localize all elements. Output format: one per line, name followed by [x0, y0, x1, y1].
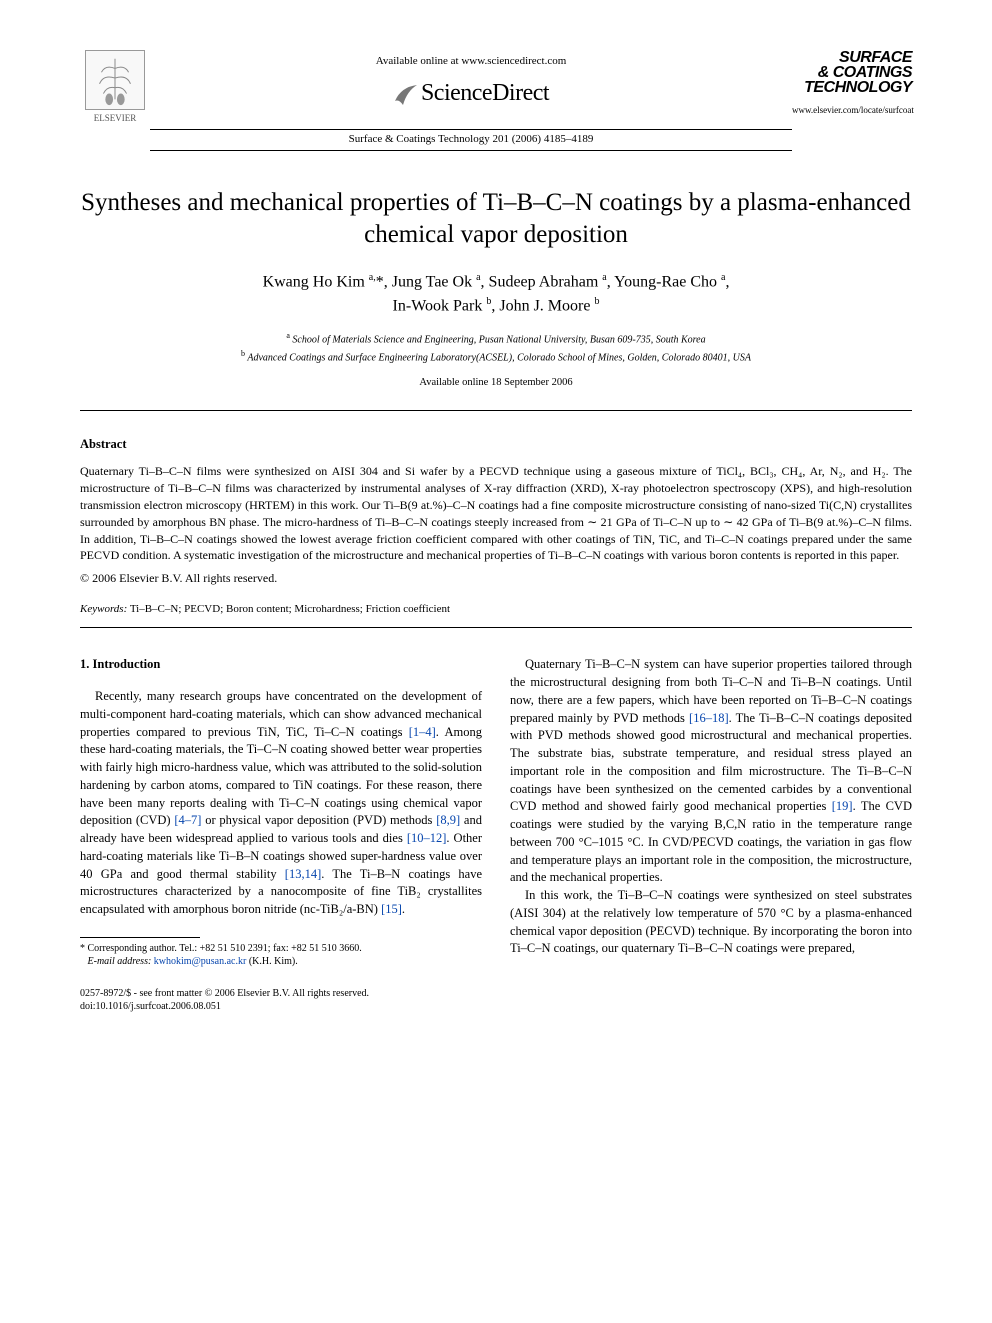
footnote-email-line: E-mail address: kwhokim@pusan.ac.kr (K.H… [80, 955, 482, 969]
keywords: Keywords: Ti–B–C–N; PECVD; Boron content… [80, 602, 912, 618]
footer-info: 0257-8972/$ - see front matter © 2006 El… [80, 987, 912, 1013]
keywords-text: Ti–B–C–N; PECVD; Boron content; Microhar… [127, 603, 450, 615]
journal-logo: SURFACE & COATINGS TECHNOLOGY www.elsevi… [792, 50, 912, 114]
journal-logo-line3: TECHNOLOGY [792, 80, 912, 95]
reference-link[interactable]: [4–7] [174, 813, 201, 827]
header-rule-2 [150, 150, 792, 151]
header: ELSEVIER Available online at www.science… [80, 50, 912, 153]
publisher-name: ELSEVIER [80, 112, 150, 125]
reference-link[interactable]: [15] [381, 902, 402, 916]
header-rule [150, 129, 792, 130]
abstract-top-rule [80, 410, 912, 411]
right-column: Quaternary Ti–B–C–N system can have supe… [510, 656, 912, 969]
reference-link[interactable]: [1–4] [409, 725, 436, 739]
section-heading-intro: 1. Introduction [80, 656, 482, 674]
publisher-logo: ELSEVIER [80, 50, 150, 125]
intro-paragraph-3: In this work, the Ti–B–C–N coatings were… [510, 887, 912, 958]
journal-citation: Surface & Coatings Technology 201 (2006)… [150, 132, 792, 148]
footnote-email-tail: (K.H. Kim). [246, 956, 297, 967]
left-column: 1. Introduction Recently, many research … [80, 656, 482, 969]
article-title: Syntheses and mechanical properties of T… [80, 187, 912, 252]
intro-paragraph-1: Recently, many research groups have conc… [80, 688, 482, 919]
keywords-bottom-rule [80, 627, 912, 628]
affiliations: a School of Materials Science and Engine… [80, 330, 912, 365]
abstract-heading: Abstract [80, 435, 912, 453]
journal-logo-line2: & COATINGS [792, 65, 912, 80]
available-date: Available online 18 September 2006 [80, 375, 912, 390]
affiliation-a: a School of Materials Science and Engine… [80, 330, 912, 347]
sciencedirect-logo: ScienceDirect [150, 76, 792, 111]
footer-line2: doi:10.1016/j.surfcoat.2006.08.051 [80, 1000, 912, 1013]
page: ELSEVIER Available online at www.science… [0, 0, 992, 1053]
reference-link[interactable]: [19] [832, 799, 853, 813]
available-online-text: Available online at www.sciencedirect.co… [150, 54, 792, 70]
body-columns: 1. Introduction Recently, many research … [80, 656, 912, 969]
reference-link[interactable]: [16–18] [689, 711, 729, 725]
authors: Kwang Ho Kim a,*, Jung Tae Ok a, Sudeep … [80, 270, 912, 319]
text-frag: or physical vapor deposition (PVD) metho… [201, 813, 436, 827]
intro-paragraph-2: Quaternary Ti–B–C–N system can have supe… [510, 656, 912, 887]
footnote-email-label: E-mail address: [88, 956, 152, 967]
footnote-corr: * Corresponding author. Tel.: +82 51 510… [80, 942, 482, 956]
footnote-email-link[interactable]: kwhokim@pusan.ac.kr [154, 956, 247, 967]
reference-link[interactable]: [10–12] [407, 831, 447, 845]
sciencedirect-swoosh-icon [393, 81, 419, 107]
affiliation-b-text: Advanced Coatings and Surface Engineerin… [247, 352, 751, 363]
corresponding-footnote: * Corresponding author. Tel.: +82 51 510… [80, 942, 482, 969]
affiliation-a-text: School of Materials Science and Engineer… [292, 335, 705, 346]
reference-link[interactable]: [8,9] [436, 813, 460, 827]
center-header: Available online at www.sciencedirect.co… [150, 50, 792, 153]
sciencedirect-text: ScienceDirect [421, 80, 549, 106]
keywords-label: Keywords: [80, 603, 127, 615]
reference-link[interactable]: [13,14] [285, 867, 321, 881]
elsevier-tree-icon [85, 50, 145, 110]
journal-logo-line1: SURFACE [792, 50, 912, 65]
footnote-separator [80, 937, 200, 938]
footer-line1: 0257-8972/$ - see front matter © 2006 El… [80, 987, 912, 1000]
abstract-body: Quaternary Ti–B–C–N films were synthesiz… [80, 463, 912, 564]
journal-url: www.elsevier.com/locate/surfcoat [792, 106, 912, 115]
affiliation-b: b Advanced Coatings and Surface Engineer… [80, 348, 912, 365]
text-frag: . [402, 902, 405, 916]
abstract-copyright: © 2006 Elsevier B.V. All rights reserved… [80, 570, 912, 587]
